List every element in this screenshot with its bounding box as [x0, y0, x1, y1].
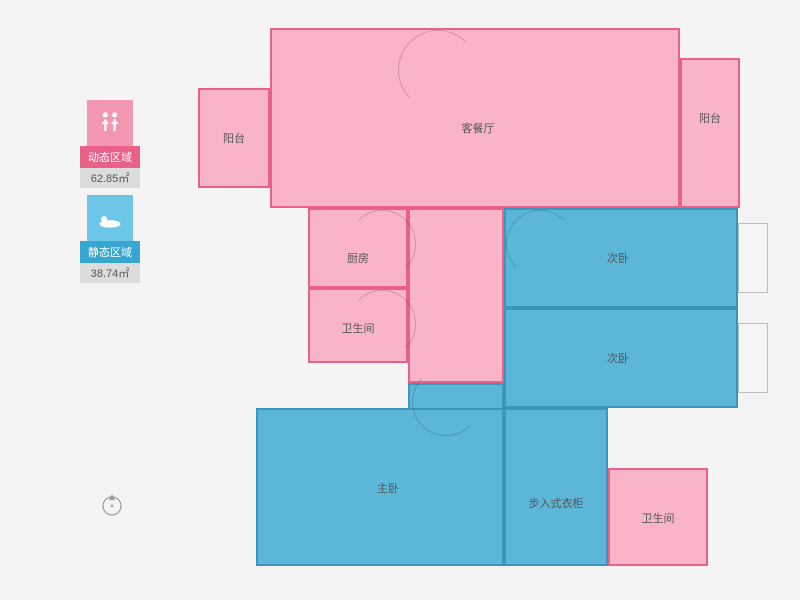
legend-dynamic: 动态区域 62.85㎡ [80, 100, 140, 188]
people-icon [87, 100, 133, 146]
room-balcony_l [198, 88, 270, 188]
window-rail-0 [738, 223, 768, 293]
room-master [256, 408, 504, 566]
room-living [270, 28, 680, 208]
room-bath2 [608, 468, 708, 566]
legend-dynamic-label: 动态区域 [80, 146, 140, 168]
legend-static: 静态区域 38.74㎡ [80, 195, 140, 283]
room-balcony_r [680, 58, 740, 208]
compass-icon [98, 490, 126, 518]
room-corridor [408, 208, 504, 383]
sleep-icon [87, 195, 133, 241]
legend-dynamic-value: 62.85㎡ [80, 168, 140, 188]
window-rail-1 [738, 323, 768, 393]
legend-static-label: 静态区域 [80, 241, 140, 263]
legend-static-value: 38.74㎡ [80, 263, 140, 283]
room-bed2b [504, 308, 738, 408]
floorplan: 客餐厅阳台阳台厨房卫生间次卧次卧主卧步入式衣柜卫生间 [198, 28, 758, 573]
room-wardrobe [504, 408, 608, 566]
